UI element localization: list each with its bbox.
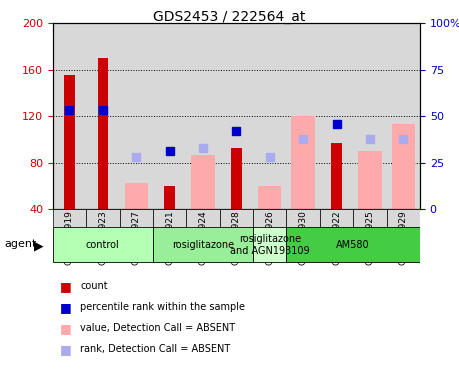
Bar — [97, 58, 108, 209]
Bar — [331, 143, 342, 209]
Text: ■: ■ — [60, 322, 72, 335]
Bar — [253, 209, 286, 227]
Bar — [186, 23, 220, 209]
Bar — [353, 209, 386, 227]
Bar — [320, 209, 353, 227]
Bar — [53, 209, 86, 227]
Bar — [258, 186, 281, 209]
Text: ■: ■ — [60, 301, 72, 314]
Text: GSM132924: GSM132924 — [198, 210, 207, 265]
Bar — [53, 227, 153, 262]
Text: rosiglitazone: rosiglitazone — [172, 240, 234, 250]
Bar — [253, 227, 286, 262]
Bar — [53, 23, 86, 209]
Bar — [392, 124, 415, 209]
Text: GSM132928: GSM132928 — [232, 210, 241, 265]
Text: GDS2453 / 222564_at: GDS2453 / 222564_at — [153, 10, 306, 23]
Bar — [231, 147, 242, 209]
Bar — [286, 209, 320, 227]
Bar — [291, 116, 315, 209]
Bar — [186, 209, 220, 227]
Text: GSM132930: GSM132930 — [299, 210, 308, 265]
Bar — [119, 23, 153, 209]
Bar — [286, 227, 420, 262]
Bar — [320, 23, 353, 209]
Bar — [153, 227, 253, 262]
Text: GSM132929: GSM132929 — [399, 210, 408, 265]
Bar — [86, 209, 119, 227]
Text: rank, Detection Call = ABSENT: rank, Detection Call = ABSENT — [80, 344, 230, 354]
Text: control: control — [86, 240, 120, 250]
Text: GSM132922: GSM132922 — [332, 210, 341, 265]
Bar — [358, 151, 381, 209]
Text: ■: ■ — [60, 280, 72, 293]
Text: GSM132921: GSM132921 — [165, 210, 174, 265]
Bar — [153, 23, 186, 209]
Bar — [64, 75, 75, 209]
Text: ■: ■ — [60, 343, 72, 356]
Text: value, Detection Call = ABSENT: value, Detection Call = ABSENT — [80, 323, 235, 333]
Bar — [353, 23, 386, 209]
Text: ▶: ▶ — [34, 239, 44, 252]
Bar — [119, 209, 153, 227]
Bar — [253, 23, 286, 209]
Bar — [124, 182, 148, 209]
Text: agent: agent — [5, 239, 37, 249]
Text: GSM132923: GSM132923 — [98, 210, 107, 265]
Bar — [386, 209, 420, 227]
Text: AM580: AM580 — [336, 240, 370, 250]
Text: GSM132919: GSM132919 — [65, 210, 74, 265]
Bar — [153, 209, 186, 227]
Bar — [220, 209, 253, 227]
Bar — [386, 23, 420, 209]
Text: GSM132926: GSM132926 — [265, 210, 274, 265]
Bar — [164, 186, 175, 209]
Bar — [286, 23, 320, 209]
Bar — [220, 23, 253, 209]
Text: percentile rank within the sample: percentile rank within the sample — [80, 302, 245, 312]
Text: rosiglitazone
and AGN193109: rosiglitazone and AGN193109 — [230, 234, 309, 256]
Text: GSM132927: GSM132927 — [132, 210, 141, 265]
Text: GSM132925: GSM132925 — [365, 210, 375, 265]
Bar — [191, 155, 215, 209]
Text: count: count — [80, 281, 108, 291]
Bar — [86, 23, 119, 209]
